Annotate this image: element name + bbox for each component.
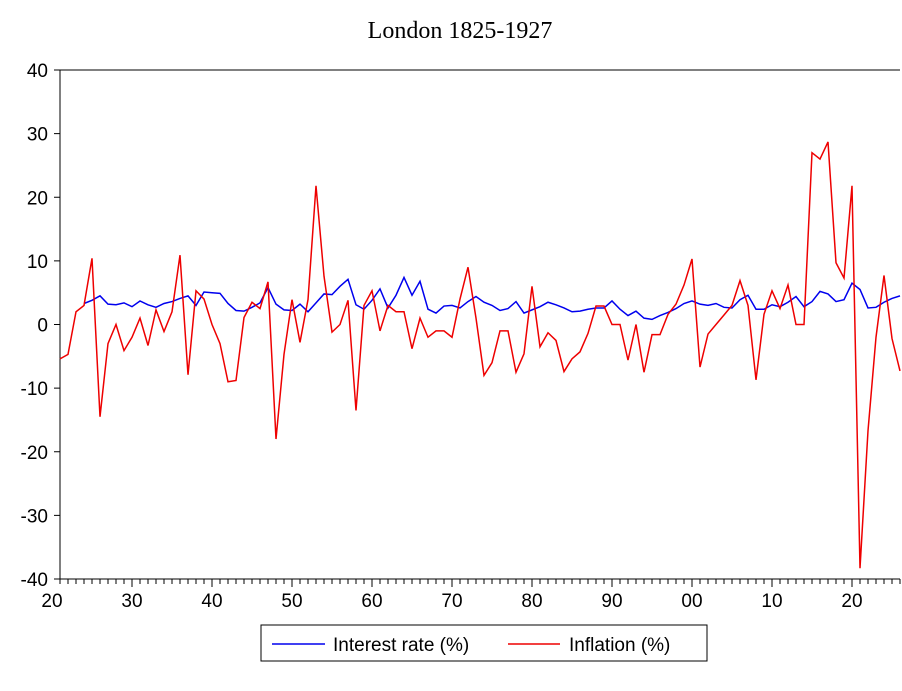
y-tick-label: 40 <box>27 61 48 82</box>
y-tick-label: -30 <box>21 506 48 527</box>
legend-label-interest-rate: Interest rate (%) <box>333 635 469 656</box>
plot-frame <box>59 69 900 580</box>
y-tick-label: 20 <box>27 188 48 209</box>
x-tick-label: 50 <box>281 591 302 612</box>
y-tick-label: -40 <box>21 570 48 591</box>
x-axis-ticks: 20 30 40 50 60 70 80 90 00 10 20 <box>41 579 901 612</box>
y-tick-label: -10 <box>21 379 48 400</box>
x-tick-label: 20 <box>41 591 62 612</box>
legend-label-inflation: Inflation (%) <box>569 635 670 656</box>
x-tick-label: 70 <box>441 591 462 612</box>
x-tick-label: 60 <box>361 591 382 612</box>
legend-box <box>260 624 708 662</box>
y-tick-label: 0 <box>37 316 48 337</box>
series-line-inflation <box>59 141 901 569</box>
x-tick-label: 90 <box>601 591 622 612</box>
series-layer <box>59 141 901 569</box>
x-tick-label: 10 <box>761 591 782 612</box>
chart-title: London 1825-1927 <box>368 18 553 44</box>
x-tick-label: 00 <box>681 591 702 612</box>
x-tick-label: 20 <box>841 591 862 612</box>
y-axis-ticks: 40 30 20 10 0 -10 -20 -30 -40 <box>21 61 60 591</box>
series-line-interest-rate <box>83 275 901 321</box>
legend: Interest rate (%) Inflation (%) <box>260 624 708 662</box>
x-tick-label: 80 <box>521 591 542 612</box>
x-tick-label: 30 <box>121 591 142 612</box>
y-tick-label: -20 <box>21 443 48 464</box>
y-tick-label: 10 <box>27 252 48 273</box>
x-tick-label: 40 <box>201 591 222 612</box>
y-tick-label: 30 <box>27 125 48 146</box>
